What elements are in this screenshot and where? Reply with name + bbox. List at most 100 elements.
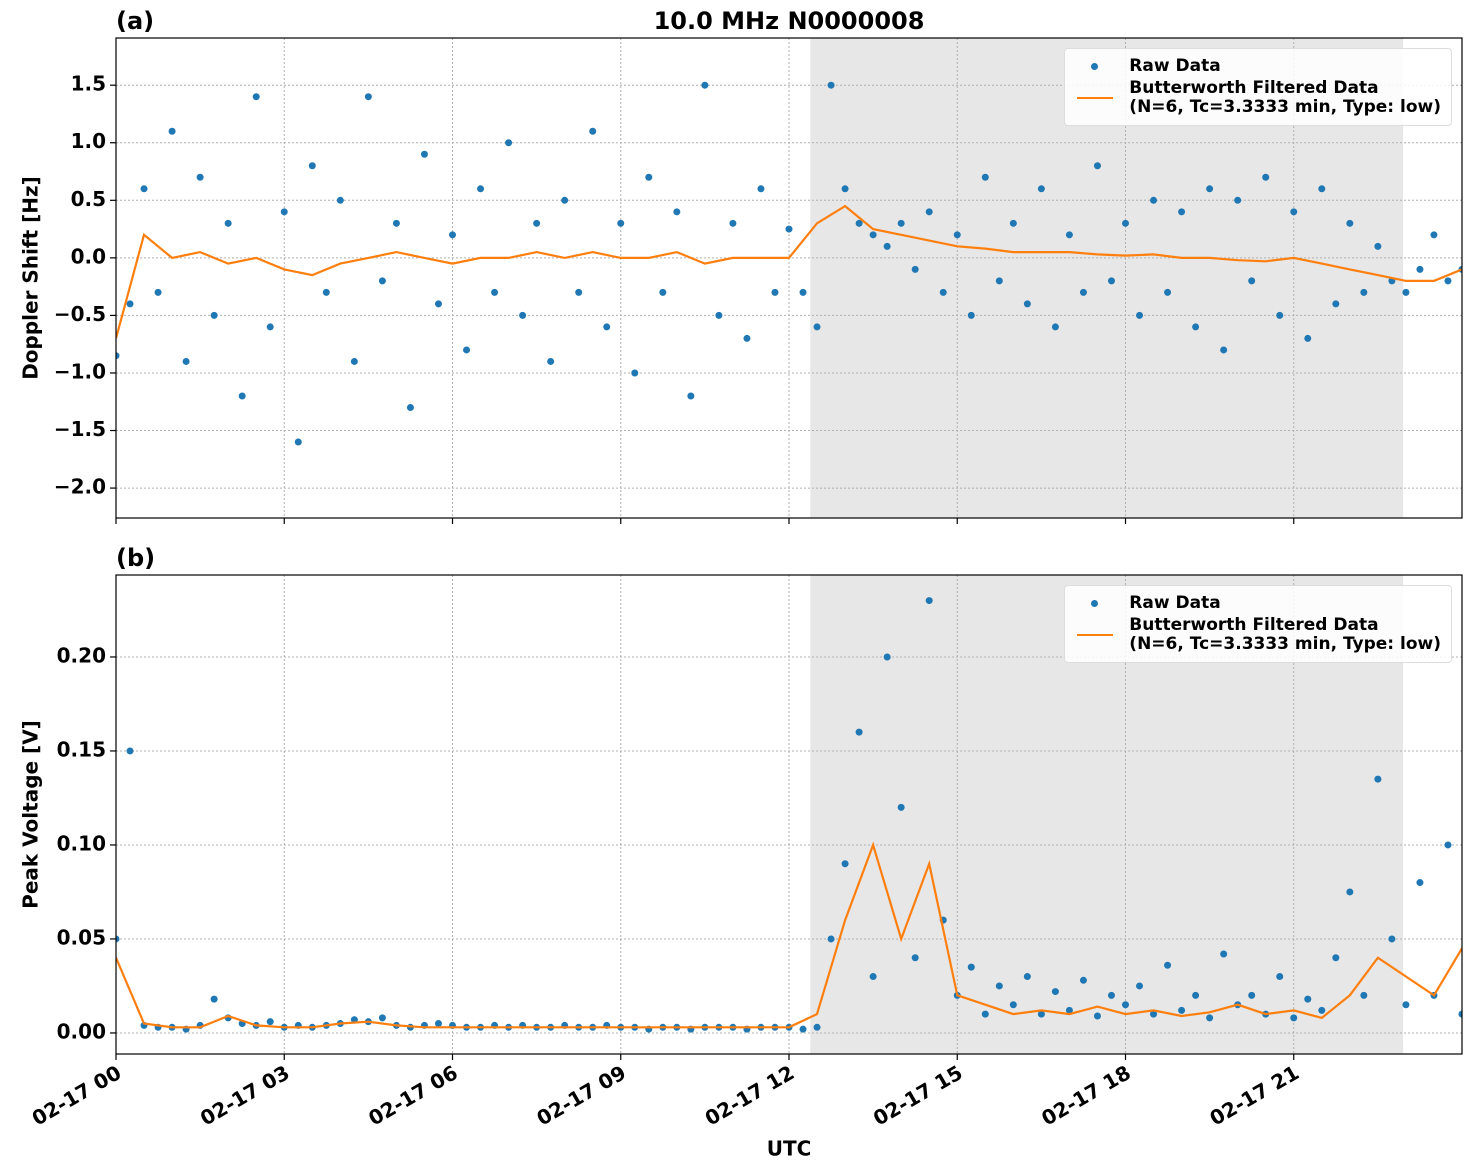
raw-point [1122,219,1129,227]
raw-point [1290,208,1298,216]
raw-point [308,162,316,170]
x-tick-label: 02-17 12 [701,1060,799,1130]
raw-point [645,173,653,181]
x-tick-label: 02-17 06 [364,1060,462,1130]
raw-point [589,127,597,135]
filtered-line [116,841,1462,1029]
x-tick-label: 02-17 09 [532,1060,630,1130]
raw-point [1178,208,1186,216]
plot-area [116,597,1462,1033]
raw-point [1065,1006,1073,1014]
raw-point [224,219,232,227]
x-tick-label: 02-17 03 [196,1060,294,1130]
y-tick-label: 1.5 [71,72,106,96]
raw-point [967,963,975,971]
legend-entry: Raw Data [1075,594,1441,614]
raw-point [378,277,386,285]
legend-key [1075,616,1115,636]
raw-point [813,1023,821,1031]
raw-point [1051,988,1059,996]
raw-point [799,1025,807,1033]
raw-point [1079,288,1087,296]
raw-point [1093,162,1101,170]
x-tick-label: 02-17 00 [28,1060,126,1130]
raw-point [1164,288,1172,296]
raw-point [1107,277,1115,285]
x-tick-label: 02-17 15 [869,1060,967,1130]
raw-point [855,728,863,736]
raw-point [673,208,681,216]
raw-point [406,403,414,411]
raw-point [1136,311,1144,319]
raw-point [1220,346,1228,354]
raw-point [378,1014,386,1022]
legend-line [1077,97,1114,99]
raw-point [519,311,527,319]
raw-point [196,173,204,181]
raw-point [757,185,765,193]
raw-point [154,288,162,296]
raw-point [617,219,625,227]
raw-point [743,334,751,342]
raw-point [1192,323,1200,331]
raw-point [280,208,288,216]
raw-point [1107,991,1115,999]
raw-point [799,288,807,296]
raw-point [981,1010,989,1018]
raw-point [1065,231,1073,239]
raw-point [1037,1010,1045,1018]
raw-point [533,219,541,227]
raw-point [785,225,793,233]
raw-point [855,219,863,227]
raw-point [771,288,779,296]
raw-point [392,219,400,227]
y-tick-label: 0.05 [57,925,106,949]
raw-point [897,219,905,227]
raw-point [364,93,372,101]
raw-point [1318,1006,1326,1014]
raw-point [1304,995,1312,1003]
y-tick-label: 1.0 [71,129,106,153]
raw-point [715,311,723,319]
panel-label: (a) [116,7,154,35]
raw-point [1220,950,1228,958]
raw-point [1164,961,1172,969]
raw-point [813,323,821,331]
raw-point [1346,219,1354,227]
raw-point [168,127,176,135]
plot-area [116,81,1462,446]
raw-point [1037,185,1045,193]
raw-point [1304,334,1312,342]
raw-point [547,357,555,365]
raw-point [1262,173,1270,181]
raw-point [687,392,695,400]
raw-point [491,288,499,296]
raw-point [939,288,947,296]
chart-title: 10.0 MHz N0000008 [654,7,925,35]
raw-point [1248,277,1256,285]
raw-point [463,346,471,354]
legend-entry: Butterworth Filtered Data (N=6, Tc=3.333… [1075,79,1441,117]
raw-point [1150,196,1158,204]
x-tick-label: 02-17 21 [1205,1060,1303,1130]
raw-point [995,982,1003,990]
y-tick-label: −2.0 [54,475,106,499]
raw-point [252,93,260,101]
legend-label: Raw Data [1129,56,1221,76]
raw-point [561,196,569,204]
raw-point [434,300,442,308]
raw-point [126,300,134,308]
plot-frame [115,574,1463,1055]
raw-point [1178,1006,1186,1014]
legend: Raw Data Butterworth Filtered Data (N=6, … [1064,48,1452,126]
y-tick-label: −1.5 [54,417,106,441]
raw-point [603,323,611,331]
raw-point [1093,1012,1101,1020]
raw-point [869,973,877,981]
raw-point [1332,300,1340,308]
raw-point [1136,982,1144,990]
panel-label: (b) [116,544,155,572]
raw-point [883,242,891,250]
raw-point [1416,265,1424,273]
raw-point [1122,1001,1129,1009]
